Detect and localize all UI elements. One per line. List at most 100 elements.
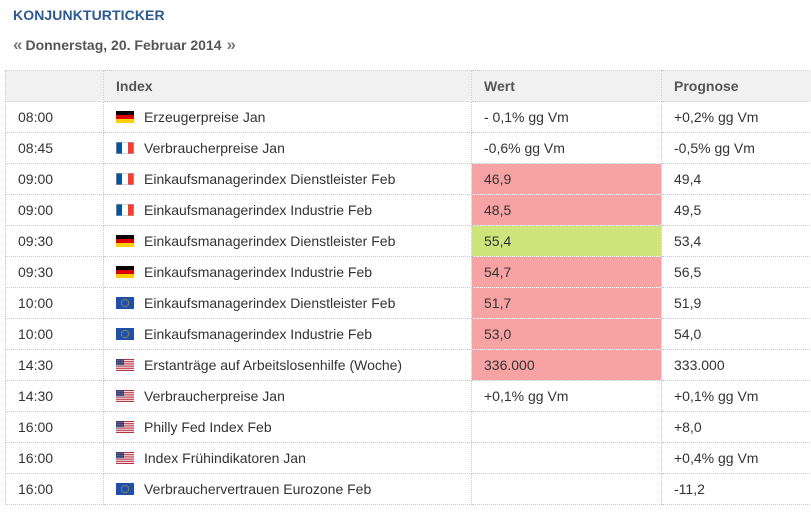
row-index-label: Einkaufsmanagerindex Industrie Feb [144,326,373,342]
table-row: 16:00 Verbrauchervertrauen Eurozone Feb -1… [5,473,811,505]
row-index-cell: Erzeugerpreise Jan [103,101,472,133]
row-index-cell: Einkaufsmanagerindex Industrie Feb [103,318,472,350]
row-index-label: Verbraucherpreise Jan [144,140,285,156]
ticker-table: Index Wert Prognose 08:00 Erzeugerpreise … [5,70,811,505]
column-header-prognose: Prognose [661,70,811,102]
row-prognose: +0,4% gg Vm [661,442,811,474]
table-row: 09:30 Einkaufsmanagerindex Industrie Feb 5… [5,256,811,288]
column-header-time [5,70,104,102]
row-index-label: Verbrauchervertrauen Eurozone Feb [144,481,372,497]
row-index-cell: Einkaufsmanagerindex Dienstleister Feb [103,287,472,319]
column-header-wert: Wert [471,70,662,102]
row-index-cell: Verbraucherpreise Jan [103,380,472,412]
table-body: 08:00 Erzeugerpreise Jan - 0,1% gg Vm +0,2%… [5,101,811,505]
index-cell-content: Einkaufsmanagerindex Industrie Feb [116,264,471,280]
row-time: 09:30 [5,225,104,257]
row-index-cell: Erstanträge auf Arbeitslosenhilfe (Woche… [103,349,472,381]
row-wert: 46,9 [471,163,662,195]
row-index-label: Verbraucherpreise Jan [144,388,285,404]
row-prognose: 54,0 [661,318,811,350]
index-cell-content: Einkaufsmanagerindex Dienstleister Feb [116,233,471,249]
ticker-title: KONJUNKTURTICKER [13,7,165,23]
index-cell-content: Einkaufsmanagerindex Dienstleister Feb [116,171,471,187]
germany-flag-icon [116,235,134,247]
row-index-cell: Einkaufsmanagerindex Dienstleister Feb [103,225,472,257]
row-index-cell: Verbraucherpreise Jan [103,132,472,164]
row-index-label: Einkaufsmanagerindex Dienstleister Feb [144,233,396,249]
row-prognose: -11,2 [661,473,811,505]
row-prognose: 53,4 [661,225,811,257]
germany-flag-icon [116,111,134,123]
row-time: 14:30 [5,349,104,381]
france-flag-icon [116,204,134,216]
row-prognose: 56,5 [661,256,811,288]
row-index-cell: Verbrauchervertrauen Eurozone Feb [103,473,472,505]
row-wert: 51,7 [471,287,662,319]
index-cell-content: Erzeugerpreise Jan [116,109,471,125]
row-wert: +0,1% gg Vm [471,380,662,412]
table-row: 10:00 Einkaufsmanagerindex Industrie Feb 5… [5,318,811,350]
usa-flag-icon [116,421,134,433]
row-wert: 55,4 [471,225,662,257]
table-row: 08:45 Verbraucherpreise Jan -0,6% gg Vm -0,… [5,132,811,164]
index-cell-content: Verbraucherpreise Jan [116,140,471,156]
row-wert [471,473,662,505]
row-index-label: Einkaufsmanagerindex Industrie Feb [144,264,373,280]
index-cell-content: Verbraucherpreise Jan [116,388,471,404]
row-wert: 336.000 [471,349,662,381]
date-navigation: « Donnerstag, 20. Februar 2014 » [13,36,236,53]
row-time: 16:00 [5,442,104,474]
table-row: 16:00 Index Frühindikatoren Jan +0,4% gg V… [5,442,811,474]
table-row: 09:00 Einkaufsmanagerindex Dienstleister … [5,163,811,195]
index-cell-content: Einkaufsmanagerindex Industrie Feb [116,202,471,218]
table-row: 10:00 Einkaufsmanagerindex Dienstleister … [5,287,811,319]
usa-flag-icon [116,452,134,464]
index-cell-content: Einkaufsmanagerindex Dienstleister Feb [116,295,471,311]
next-day-arrow-icon[interactable]: » [226,35,237,54]
row-time: 14:30 [5,380,104,412]
usa-flag-icon [116,359,134,371]
germany-flag-icon [116,266,134,278]
eu-flag-icon [116,483,134,495]
row-prognose: +8,0 [661,411,811,443]
index-cell-content: Erstanträge auf Arbeitslosenhilfe (Woche… [116,357,471,373]
row-index-cell: Index Frühindikatoren Jan [103,442,472,474]
row-wert: 53,0 [471,318,662,350]
previous-day-arrow-icon[interactable]: « [13,35,23,54]
row-prognose: 51,9 [661,287,811,319]
index-cell-content: Einkaufsmanagerindex Industrie Feb [116,326,471,342]
row-index-label: Einkaufsmanagerindex Industrie Feb [144,202,373,218]
row-index-label: Einkaufsmanagerindex Dienstleister Feb [144,295,396,311]
row-time: 08:45 [5,132,104,164]
row-index-cell: Einkaufsmanagerindex Industrie Feb [103,194,472,226]
row-time: 09:00 [5,163,104,195]
row-prognose: +0,1% gg Vm [661,380,811,412]
row-wert: - 0,1% gg Vm [471,101,662,133]
row-wert: 54,7 [471,256,662,288]
eu-flag-icon [116,297,134,309]
row-index-label: Index Frühindikatoren Jan [144,450,306,466]
row-wert [471,442,662,474]
row-prognose: 49,4 [661,163,811,195]
row-prognose: 49,5 [661,194,811,226]
row-wert: -0,6% gg Vm [471,132,662,164]
france-flag-icon [116,173,134,185]
table-row: 14:30 Erstanträge auf Arbeitslosenhilfe (… [5,349,811,381]
table-row: 08:00 Erzeugerpreise Jan - 0,1% gg Vm +0,2%… [5,101,811,133]
row-wert [471,411,662,443]
row-index-label: Erstanträge auf Arbeitslosenhilfe (Woche… [144,357,403,373]
row-index-label: Einkaufsmanagerindex Dienstleister Feb [144,171,396,187]
table-row: 16:00 Philly Fed Index Feb +8,0 [5,411,811,443]
row-index-label: Philly Fed Index Feb [144,419,272,435]
row-time: 10:00 [5,318,104,350]
row-index-cell: Philly Fed Index Feb [103,411,472,443]
index-cell-content: Verbrauchervertrauen Eurozone Feb [116,481,471,497]
france-flag-icon [116,142,134,154]
row-time: 09:00 [5,194,104,226]
current-date: Donnerstag, 20. Februar 2014 [25,36,222,53]
table-header-row: Index Wert Prognose [5,70,811,102]
index-cell-content: Philly Fed Index Feb [116,419,471,435]
table-row: 09:00 Einkaufsmanagerindex Industrie Feb 4… [5,194,811,226]
row-index-cell: Einkaufsmanagerindex Industrie Feb [103,256,472,288]
row-time: 08:00 [5,101,104,133]
